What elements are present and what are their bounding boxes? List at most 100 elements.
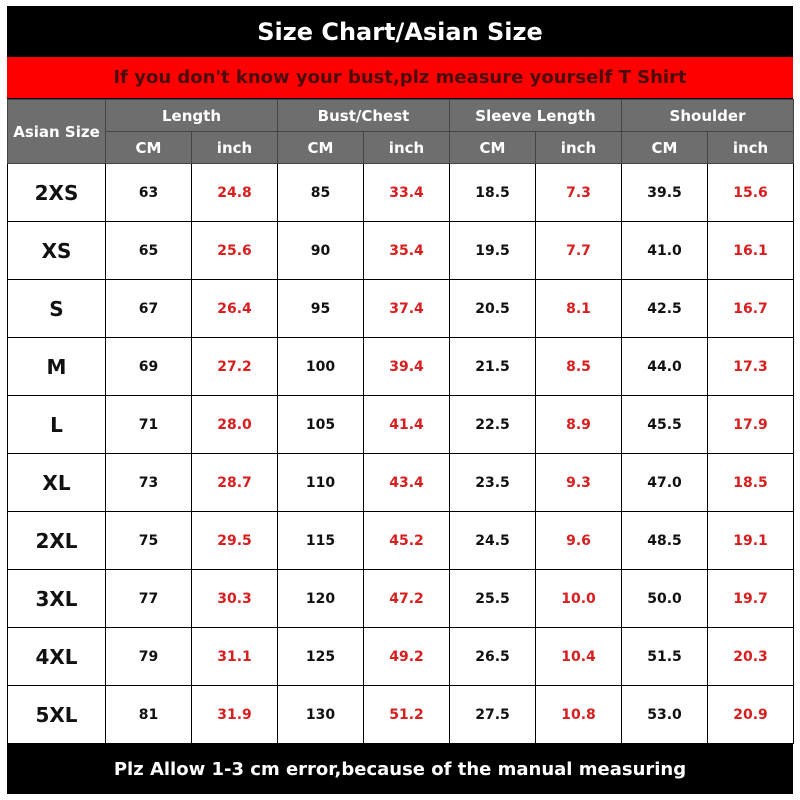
inch-value-cell: 30.3 [191, 569, 278, 628]
inch-value-cell: 9.6 [535, 511, 622, 570]
cm-value-cell: 48.5 [621, 511, 708, 570]
cm-value-cell: 45.5 [621, 395, 708, 454]
cm-value-cell: 130 [277, 685, 364, 744]
header-unit-cm: CM [277, 131, 364, 164]
cm-value-cell: 21.5 [449, 337, 536, 396]
cm-value-cell: 95 [277, 279, 364, 338]
inch-value-cell: 24.8 [191, 163, 278, 222]
cm-value-cell: 51.5 [621, 627, 708, 686]
cm-value-cell: 115 [277, 511, 364, 570]
inch-value-cell: 51.2 [363, 685, 450, 744]
inch-value-cell: 10.4 [535, 627, 622, 686]
cm-value-cell: 41.0 [621, 221, 708, 280]
header-unit-cm: CM [449, 131, 536, 164]
cm-value-cell: 77 [105, 569, 192, 628]
table-row: 3XL 77 30.3 120 47.2 25.5 10.0 50.0 19.7 [7, 569, 795, 628]
inch-value-cell: 7.3 [535, 163, 622, 222]
inch-value-cell: 18.5 [706, 453, 795, 512]
cm-value-cell: 67 [105, 279, 192, 338]
cm-value-cell: 42.5 [621, 279, 708, 338]
table-row: M 69 27.2 100 39.4 21.5 8.5 44.0 17.3 [7, 337, 795, 396]
cm-value-cell: 53.0 [621, 685, 708, 744]
cm-value-cell: 22.5 [449, 395, 536, 454]
header-unit-inch: inch [363, 131, 450, 164]
header-asian-size: Asian Size [7, 99, 106, 164]
size-cell: 2XS [7, 163, 106, 222]
header-unit-inch: inch [191, 131, 278, 164]
table-row: 5XL 81 31.9 130 51.2 27.5 10.8 53.0 20.9 [7, 685, 795, 744]
header-unit-cm: CM [105, 131, 192, 164]
cm-value-cell: 39.5 [621, 163, 708, 222]
header-unit-inch: inch [535, 131, 622, 164]
inch-value-cell: 27.2 [191, 337, 278, 396]
cm-value-cell: 27.5 [449, 685, 536, 744]
header-row-groups: Asian Size Length Bust/Chest Sleeve Length S… [7, 99, 795, 164]
inch-value-cell: 16.1 [706, 221, 795, 280]
cm-value-cell: 120 [277, 569, 364, 628]
size-cell: 2XL [7, 511, 106, 570]
inch-value-cell: 17.3 [706, 337, 795, 396]
table-row: 4XL 79 31.1 125 49.2 26.5 10.4 51.5 20.3 [7, 627, 795, 686]
cm-value-cell: 69 [105, 337, 192, 396]
cm-value-cell: 18.5 [449, 163, 536, 222]
table-row: 2XS 63 24.8 85 33.4 18.5 7.3 39.5 15.6 [7, 163, 795, 222]
inch-value-cell: 8.9 [535, 395, 622, 454]
size-cell: 3XL [7, 569, 106, 628]
cm-value-cell: 20.5 [449, 279, 536, 338]
inch-value-cell: 28.0 [191, 395, 278, 454]
cm-value-cell: 90 [277, 221, 364, 280]
inch-value-cell: 9.3 [535, 453, 622, 512]
inch-value-cell: 37.4 [363, 279, 450, 338]
cm-value-cell: 105 [277, 395, 364, 454]
inch-value-cell: 26.4 [191, 279, 278, 338]
cm-value-cell: 26.5 [449, 627, 536, 686]
size-cell: XL [7, 453, 106, 512]
cm-value-cell: 65 [105, 221, 192, 280]
inch-value-cell: 28.7 [191, 453, 278, 512]
header-row-units: CM inch CM inch CM inch CM inch [8, 131, 795, 164]
size-cell: L [7, 395, 106, 454]
inch-value-cell: 35.4 [363, 221, 450, 280]
cm-value-cell: 75 [105, 511, 192, 570]
cm-value-cell: 63 [105, 163, 192, 222]
header-unit-inch: inch [706, 131, 795, 164]
cm-value-cell: 73 [105, 453, 192, 512]
cm-value-cell: 44.0 [621, 337, 708, 396]
table-row: S 67 26.4 95 37.4 20.5 8.1 42.5 16.7 [7, 279, 795, 338]
cm-value-cell: 100 [277, 337, 364, 396]
inch-value-cell: 41.4 [363, 395, 450, 454]
inch-value-cell: 31.1 [191, 627, 278, 686]
cm-value-cell: 71 [105, 395, 192, 454]
inch-value-cell: 10.0 [535, 569, 622, 628]
cm-value-cell: 47.0 [621, 453, 708, 512]
size-cell: 4XL [7, 627, 106, 686]
header-group: Shoulder [620, 99, 795, 132]
table-row: XL 73 28.7 110 43.4 23.5 9.3 47.0 18.5 [7, 453, 795, 512]
size-chart: Size Chart/Asian Size If you don't know … [7, 6, 795, 794]
cm-value-cell: 79 [105, 627, 192, 686]
table-row: 2XL 75 29.5 115 45.2 24.5 9.6 48.5 19.1 [7, 511, 795, 570]
inch-value-cell: 8.5 [535, 337, 622, 396]
inch-value-cell: 45.2 [363, 511, 450, 570]
size-cell: XS [7, 221, 106, 280]
cm-value-cell: 81 [105, 685, 192, 744]
cm-value-cell: 125 [277, 627, 364, 686]
size-cell: S [7, 279, 106, 338]
header-group: Length [105, 99, 278, 132]
inch-value-cell: 17.9 [706, 395, 795, 454]
inch-value-cell: 20.3 [706, 627, 795, 686]
cm-value-cell: 110 [277, 453, 364, 512]
inch-value-cell: 8.1 [535, 279, 622, 338]
header-group: Bust/Chest [277, 99, 450, 132]
inch-value-cell: 29.5 [191, 511, 278, 570]
cm-value-cell: 85 [277, 163, 364, 222]
table-row: XS 65 25.6 90 35.4 19.5 7.7 41.0 16.1 [7, 221, 795, 280]
measure-notice: If you don't know your bust,plz measure … [7, 57, 793, 99]
header-group: Sleeve Length [449, 99, 622, 132]
error-footer: Plz Allow 1-3 cm error,because of the ma… [7, 744, 793, 794]
inch-value-cell: 31.9 [191, 685, 278, 744]
cm-value-cell: 19.5 [449, 221, 536, 280]
inch-value-cell: 10.8 [535, 685, 622, 744]
inch-value-cell: 16.7 [706, 279, 795, 338]
header-unit-cm: CM [621, 131, 708, 164]
